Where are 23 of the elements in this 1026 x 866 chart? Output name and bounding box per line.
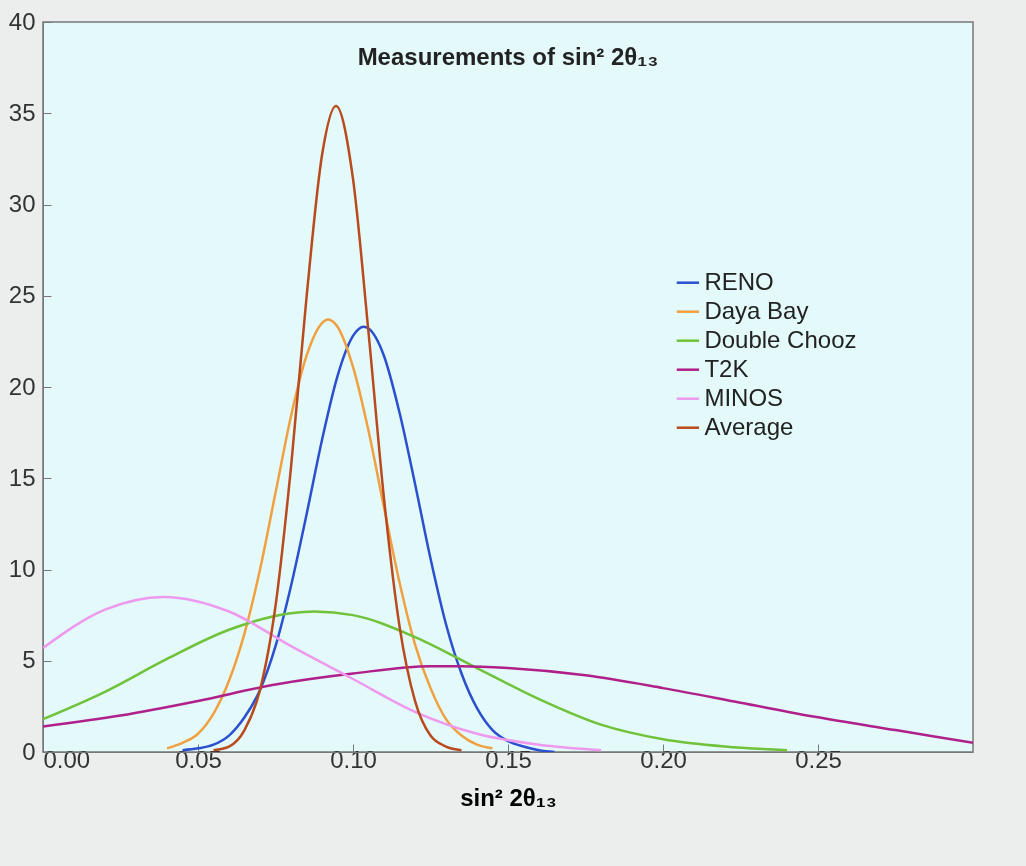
y-tick-label: 5 — [22, 646, 36, 674]
line-series — [165, 318, 494, 750]
legend-label: Average — [704, 412, 794, 440]
x-axis-title: sin² 2θ₁₃ — [460, 783, 557, 811]
y-tick-label: 40 — [8, 7, 36, 35]
line-series — [43, 610, 789, 752]
y-tick-label: 35 — [8, 98, 36, 126]
y-tick-label: 25 — [8, 281, 36, 309]
line-series — [43, 664, 973, 745]
legend-label: RENO — [704, 267, 774, 295]
legend-label: Double Chooz — [704, 325, 857, 353]
legend-label: Daya Bay — [704, 296, 809, 324]
y-tick-label: 0 — [22, 737, 36, 765]
text: Measurements of sin² 2θ₁₃ — [357, 43, 659, 70]
y-tick-label: 20 — [8, 372, 36, 400]
y-tick-label: 30 — [8, 190, 36, 217]
y-tick-label: 10 — [8, 555, 36, 582]
line-series — [43, 595, 603, 752]
line-series — [212, 104, 463, 752]
line-series — [181, 325, 556, 752]
legend-label: T2K — [704, 354, 749, 382]
legend-label: MINOS — [704, 383, 784, 411]
y-tick-label: 15 — [8, 463, 36, 491]
